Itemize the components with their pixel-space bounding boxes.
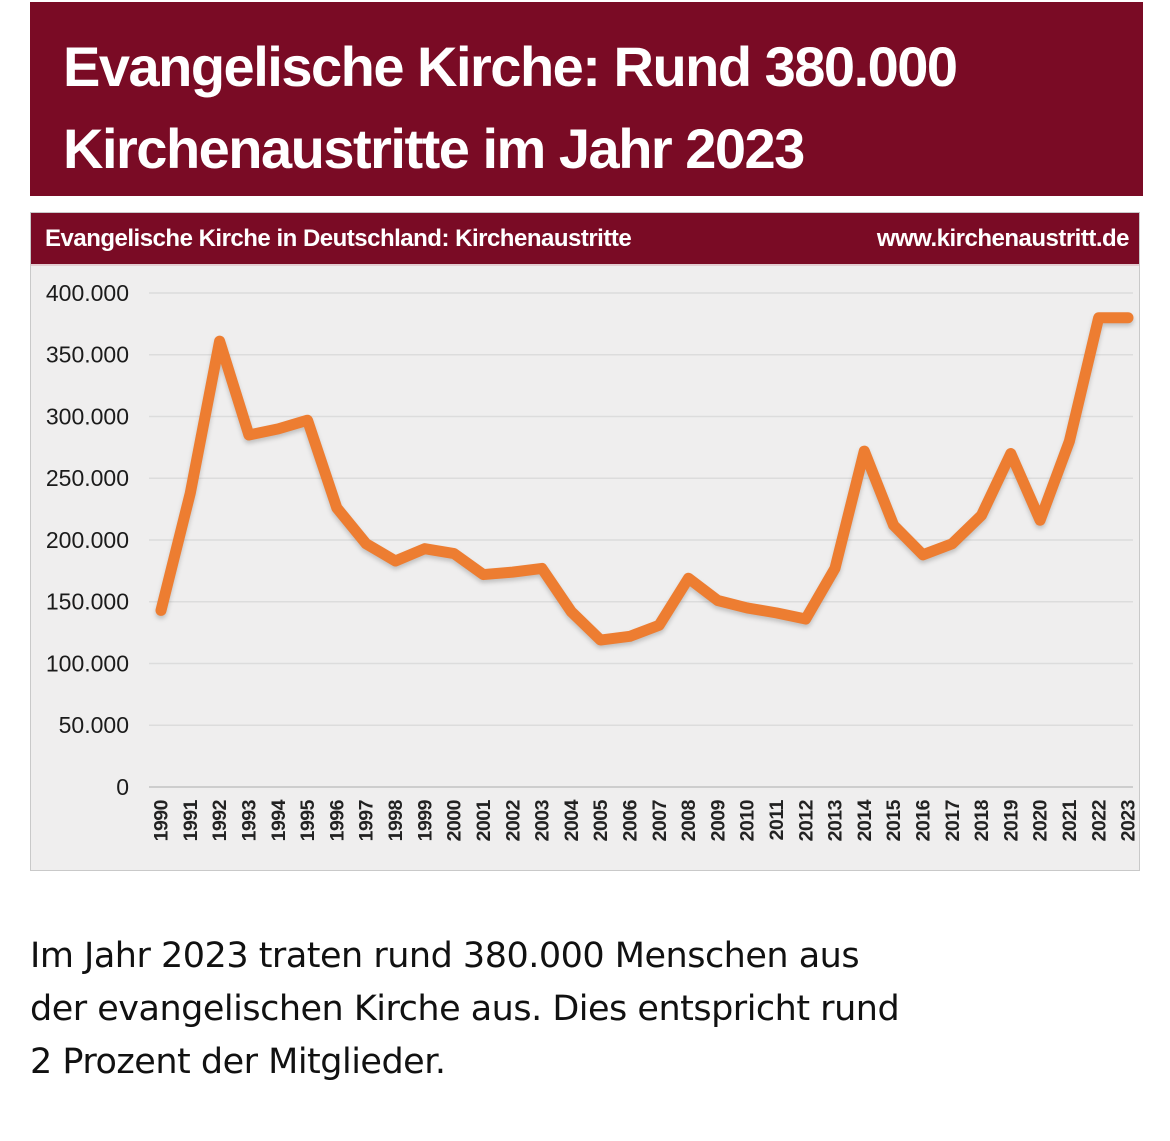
- headline-line-2: Kirchenaustritte im Jahr 2023: [63, 117, 805, 180]
- y-axis-tick-label: 150.000: [46, 589, 129, 615]
- x-axis-tick-label: 2006: [619, 799, 641, 841]
- y-axis-tick-label: 200.000: [46, 527, 129, 553]
- chart-plot-area: 0 50.000 100.000 150.000 200.000 250.000 300.0…: [31, 266, 1140, 868]
- x-axis-tick-label: 2012: [795, 799, 817, 841]
- x-axis-tick-label: 2002: [502, 799, 524, 841]
- y-axis-tick-label: 250.000: [46, 465, 129, 491]
- x-axis-tick-label: 2007: [649, 800, 671, 841]
- kirchenaustritte-line-series: [155, 312, 1134, 646]
- y-axis-tick-label: 350.000: [46, 342, 129, 368]
- x-axis-tick-label: 2008: [678, 799, 700, 841]
- x-axis-tick-label: 2015: [883, 799, 905, 841]
- chart-header-bar: Evangelische Kirche in Deutschland: Kirc…: [31, 213, 1139, 266]
- x-axis-tick-label: 1995: [297, 799, 319, 841]
- y-axis-tick-label: 0: [116, 774, 129, 800]
- paragraph-line-2: der evangelischen Kirche aus. Dies entsp…: [30, 989, 900, 1029]
- x-axis-tick-label: 1998: [385, 799, 407, 841]
- y-axis-tick-label: 50.000: [59, 712, 129, 738]
- line-chart-svg: 0 50.000 100.000 150.000 200.000 250.000 300.0…: [46, 280, 1140, 842]
- x-axis-tick-label: 1993: [239, 799, 261, 841]
- y-axis-tick-label: 400.000: [46, 280, 129, 306]
- x-axis-tick-label: 2004: [561, 799, 583, 841]
- x-axis-tick-label: 2014: [854, 799, 876, 841]
- x-axis-tick-label: 1992: [209, 799, 231, 841]
- x-axis-tick-label: 1994: [268, 799, 290, 841]
- chart-title: Evangelische Kirche in Deutschland: Kirc…: [45, 224, 632, 252]
- y-axis-tick-label: 100.000: [46, 650, 129, 676]
- x-axis-tick-label: 2018: [971, 799, 993, 841]
- x-axis-tick-label: 2010: [737, 799, 759, 841]
- x-axis-tick-label: 2019: [1000, 799, 1022, 841]
- x-axis-tick-label: 2005: [590, 799, 612, 841]
- chart-panel: Evangelische Kirche in Deutschland: Kirc…: [30, 212, 1140, 871]
- x-axis-tick-label: 2020: [1030, 799, 1052, 841]
- paragraph-line-1: Im Jahr 2023 traten rund 380.000 Mensche…: [30, 936, 860, 976]
- headline-line-1: Evangelische Kirche: Rund 380.000: [63, 35, 958, 98]
- x-axis-tick-label: 2009: [707, 799, 729, 841]
- x-axis-tick-label: 2003: [532, 799, 554, 841]
- body-paragraph: Im Jahr 2023 traten rund 380.000 Mensche…: [30, 930, 1150, 1089]
- x-axis-tick-label: 1996: [326, 799, 348, 841]
- x-axis-tick-label: 2021: [1059, 799, 1081, 841]
- x-axis-tick-label: 1990: [151, 799, 173, 841]
- x-axis-tick-label: 2022: [1088, 799, 1110, 841]
- x-axis-tick-label: 2023: [1118, 799, 1139, 841]
- x-axis-tick-label: 2016: [913, 799, 935, 841]
- y-axis-tick-label: 300.000: [46, 403, 129, 429]
- x-axis-tick-label: 1999: [414, 799, 436, 841]
- x-axis-tick-label: 1997: [356, 800, 378, 841]
- headline-banner: Evangelische Kirche: Rund 380.000 Kirche…: [30, 2, 1143, 196]
- paragraph-line-3: 2 Prozent der Mitglieder.: [30, 1042, 446, 1082]
- x-axis-tick-label: 2000: [444, 799, 466, 841]
- x-axis-tick-label: 1991: [180, 799, 202, 841]
- x-axis-tick-label: 2013: [825, 799, 847, 841]
- x-axis-tick-label: 2011: [766, 799, 788, 840]
- x-axis-tick-label: 2017: [942, 800, 964, 841]
- chart-source-url: www.kirchenaustritt.de: [876, 224, 1130, 252]
- x-axis-tick-label: 2001: [473, 799, 495, 841]
